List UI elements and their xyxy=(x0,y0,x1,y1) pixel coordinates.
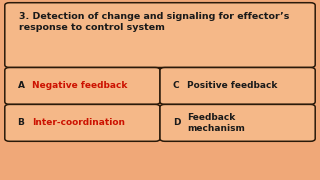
Text: 3. Detection of change and signaling for effector’s
response to control system: 3. Detection of change and signaling for… xyxy=(19,12,290,33)
Text: Negative feedback: Negative feedback xyxy=(32,82,127,91)
Text: B: B xyxy=(18,118,24,127)
Text: Positive feedback: Positive feedback xyxy=(187,82,277,91)
FancyBboxPatch shape xyxy=(5,68,160,104)
Text: Inter-coordination: Inter-coordination xyxy=(32,118,125,127)
Text: D: D xyxy=(173,118,180,127)
Text: C: C xyxy=(173,82,180,91)
FancyBboxPatch shape xyxy=(5,3,315,68)
FancyBboxPatch shape xyxy=(5,104,160,141)
Text: A: A xyxy=(18,82,25,91)
FancyBboxPatch shape xyxy=(160,68,315,104)
FancyBboxPatch shape xyxy=(160,104,315,141)
Text: Feedback
mechanism: Feedback mechanism xyxy=(187,113,245,133)
